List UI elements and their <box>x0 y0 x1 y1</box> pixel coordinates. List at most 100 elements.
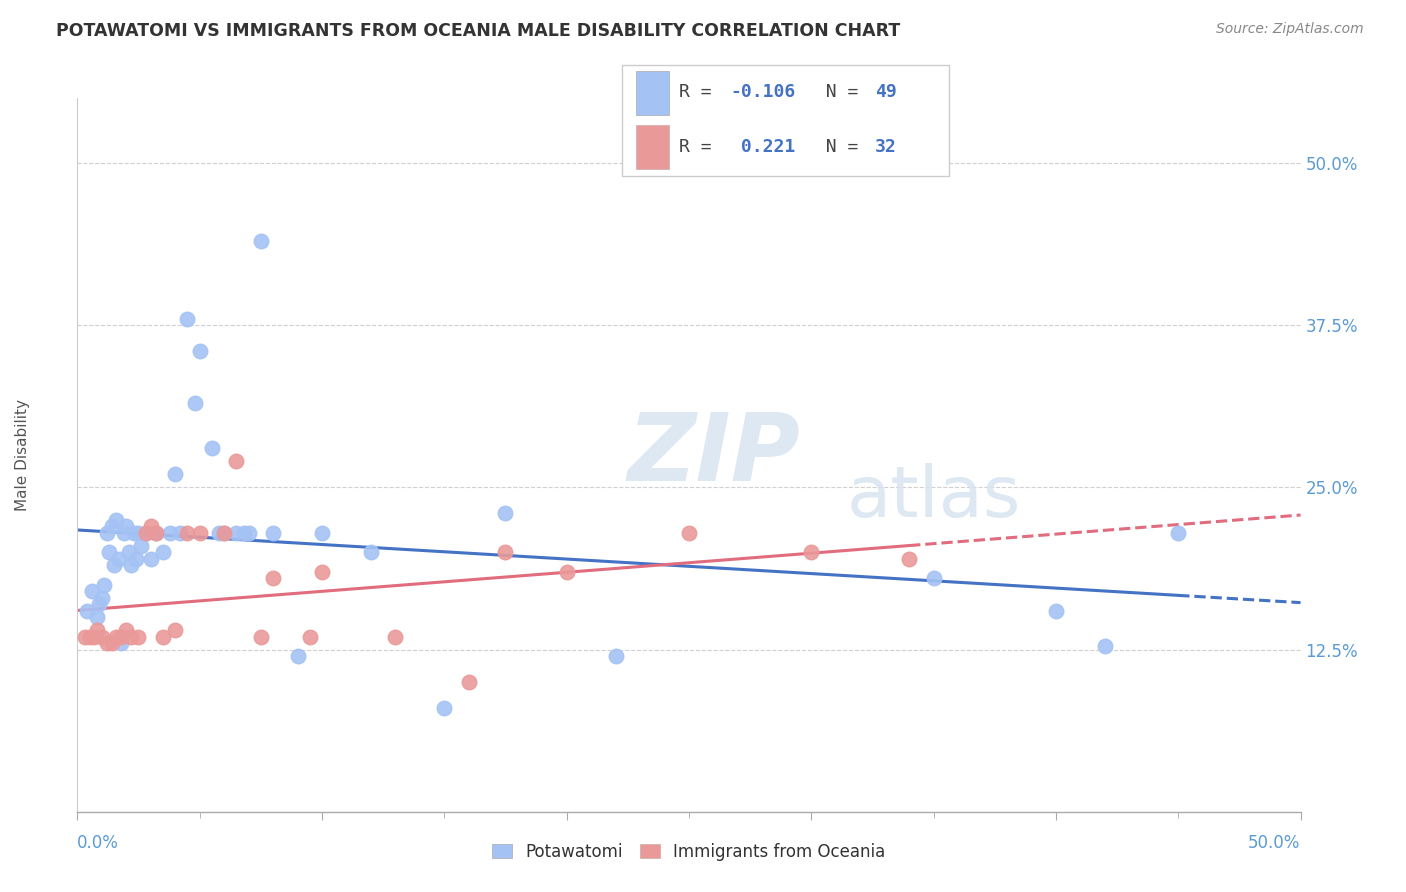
Point <box>287 648 309 663</box>
Point <box>678 525 700 540</box>
Point <box>115 623 138 637</box>
Point <box>360 545 382 559</box>
Point <box>100 636 122 650</box>
Text: R =: R = <box>679 138 723 156</box>
Point <box>103 558 125 573</box>
Point <box>100 519 122 533</box>
Text: -0.106: -0.106 <box>730 83 796 101</box>
Text: ZIP: ZIP <box>627 409 800 501</box>
Point <box>176 525 198 540</box>
Point <box>89 597 111 611</box>
Point <box>90 630 112 644</box>
Point <box>86 610 108 624</box>
Point <box>250 630 273 644</box>
Point <box>135 525 157 540</box>
Point <box>165 623 187 637</box>
Point <box>112 525 135 540</box>
Point <box>1094 639 1116 653</box>
Point <box>188 344 211 359</box>
FancyBboxPatch shape <box>621 65 949 176</box>
Text: 49: 49 <box>875 83 897 101</box>
Point <box>225 525 247 540</box>
Point <box>145 525 167 540</box>
Text: 50.0%: 50.0% <box>1249 834 1301 852</box>
Point <box>145 525 167 540</box>
Point <box>201 442 224 456</box>
Point <box>1167 525 1189 540</box>
Point <box>922 571 945 585</box>
Point <box>129 539 152 553</box>
FancyBboxPatch shape <box>636 70 669 114</box>
Point <box>298 630 321 644</box>
Point <box>555 565 578 579</box>
Point <box>122 525 145 540</box>
Point <box>79 630 101 644</box>
Point <box>108 551 131 566</box>
Point <box>152 545 174 559</box>
Point <box>1045 604 1067 618</box>
Point <box>311 565 333 579</box>
Point <box>76 604 98 618</box>
Point <box>898 551 921 566</box>
Point <box>184 396 207 410</box>
Point <box>495 545 517 559</box>
Point <box>495 506 517 520</box>
Point <box>152 630 174 644</box>
Point <box>83 630 105 644</box>
Text: 0.221: 0.221 <box>730 138 796 156</box>
Point <box>384 630 406 644</box>
Point <box>212 525 235 540</box>
Point <box>800 545 823 559</box>
Point <box>96 525 118 540</box>
Point <box>90 591 112 605</box>
Point <box>118 545 141 559</box>
FancyBboxPatch shape <box>636 125 669 169</box>
Point <box>105 513 128 527</box>
Point <box>605 648 627 663</box>
Text: atlas: atlas <box>846 463 1021 533</box>
Point <box>128 630 150 644</box>
Point <box>188 525 211 540</box>
Point <box>250 234 273 248</box>
Text: N =: N = <box>804 83 869 101</box>
Text: R =: R = <box>679 83 723 101</box>
Point <box>165 467 187 482</box>
Point <box>159 525 181 540</box>
Point <box>120 558 142 573</box>
Point <box>86 623 108 637</box>
Point <box>433 701 456 715</box>
Point <box>208 525 231 540</box>
Point <box>232 525 254 540</box>
Point <box>93 577 115 591</box>
Text: Male Disability: Male Disability <box>15 399 30 511</box>
Text: Source: ZipAtlas.com: Source: ZipAtlas.com <box>1216 22 1364 37</box>
Text: 32: 32 <box>875 138 897 156</box>
Text: N =: N = <box>804 138 869 156</box>
Point <box>110 636 132 650</box>
Text: 0.0%: 0.0% <box>77 834 120 852</box>
Point <box>212 525 235 540</box>
Point <box>176 311 198 326</box>
Point <box>311 525 333 540</box>
Text: POTAWATOMI VS IMMIGRANTS FROM OCEANIA MALE DISABILITY CORRELATION CHART: POTAWATOMI VS IMMIGRANTS FROM OCEANIA MA… <box>56 22 900 40</box>
Point <box>128 525 150 540</box>
Point <box>105 630 128 644</box>
Point <box>110 630 132 644</box>
Point <box>457 675 479 690</box>
Point <box>139 519 162 533</box>
Point <box>115 519 138 533</box>
Point <box>225 454 247 468</box>
Point <box>120 630 142 644</box>
Point <box>262 525 284 540</box>
Point <box>96 636 118 650</box>
Point <box>238 525 260 540</box>
Point <box>262 571 284 585</box>
Legend: Potawatomi, Immigrants from Oceania: Potawatomi, Immigrants from Oceania <box>485 837 893 868</box>
Point <box>73 630 96 644</box>
Point <box>135 525 157 540</box>
Point <box>80 584 103 599</box>
Point <box>169 525 191 540</box>
Point <box>98 545 121 559</box>
Point <box>125 551 148 566</box>
Point <box>139 551 162 566</box>
